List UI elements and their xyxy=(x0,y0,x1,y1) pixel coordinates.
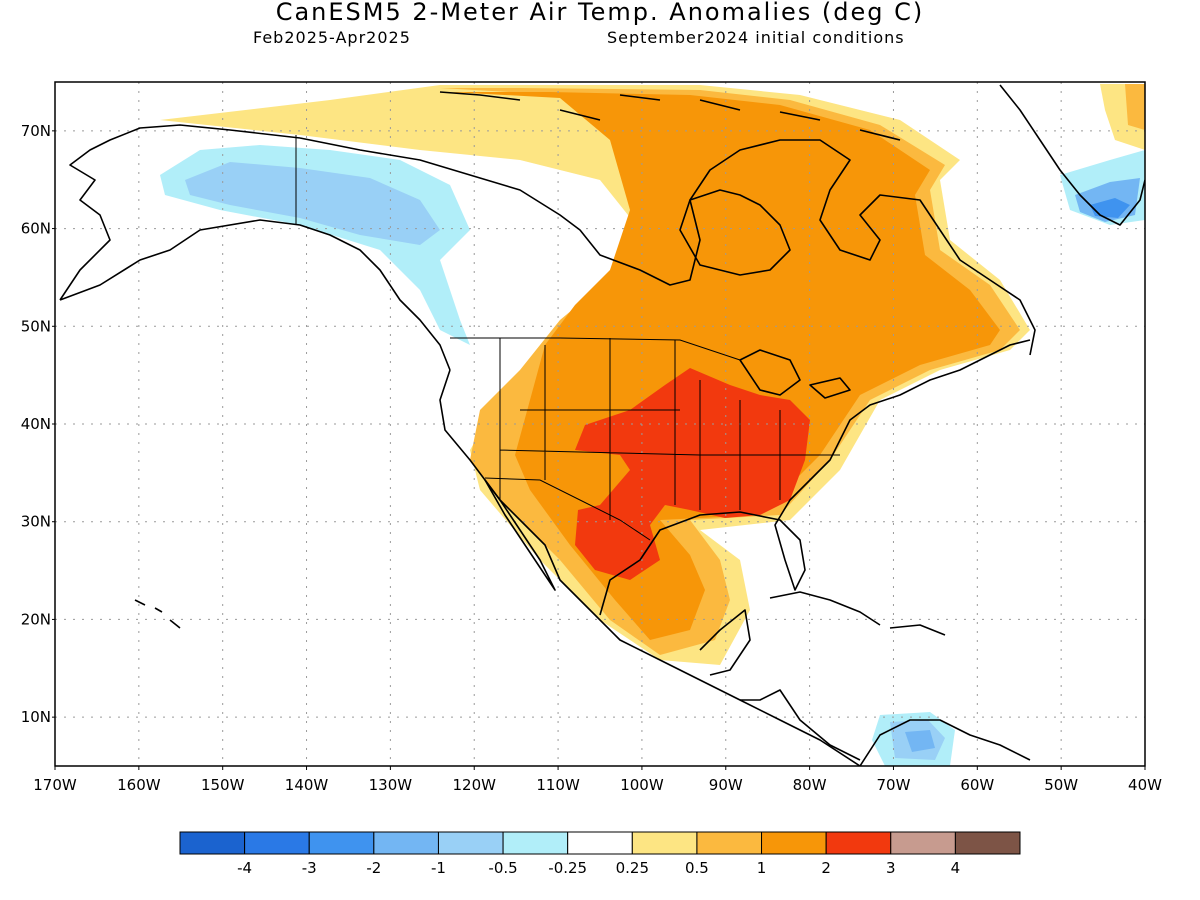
yucatan xyxy=(699,609,751,676)
colorbar-label: 3 xyxy=(886,859,896,877)
latitude-label: 20N xyxy=(21,610,51,628)
latitude-label: 40N xyxy=(21,415,51,433)
colorbar-swatch xyxy=(567,831,633,855)
colorbar-swatch xyxy=(373,831,439,855)
colorbar-swatch xyxy=(308,831,375,855)
anomaly-fields xyxy=(160,84,1145,766)
us-mexico-border xyxy=(484,477,651,541)
anomaly-region-gt-2 xyxy=(575,368,810,580)
gulf-coast xyxy=(599,339,1031,616)
alaska-coast xyxy=(59,124,451,371)
political-boundaries xyxy=(295,135,840,541)
longitude-label: 100W xyxy=(620,776,664,794)
us-state-lines xyxy=(499,338,840,520)
colorbar-label: 2 xyxy=(821,859,831,877)
longitude-label: 60W xyxy=(960,776,994,794)
baja xyxy=(484,479,556,591)
anomaly-region-greenland-coldest xyxy=(1090,198,1130,218)
initial-conditions-label: September2024 initial conditions xyxy=(607,28,905,47)
colorbar-swatch xyxy=(696,831,763,855)
forecast-period: Feb2025-Apr2025 xyxy=(253,28,411,47)
colorbar-swatch xyxy=(437,831,504,855)
colorbar-label: 4 xyxy=(951,859,961,877)
graticule xyxy=(55,82,1145,766)
latitude-labels: 70N 60N 50N 40N 30N 20N 10N xyxy=(21,122,55,726)
colorbar-swatch xyxy=(825,831,892,855)
anomaly-region-greenland-warmer xyxy=(1125,84,1145,130)
longitude-label: 150W xyxy=(201,776,245,794)
colorbar-label: 1 xyxy=(757,859,767,877)
colorbar-swatch xyxy=(954,831,1021,855)
latitude-label: 10N xyxy=(21,708,51,726)
latitude-label: 30N xyxy=(21,513,51,531)
longitude-label: 80W xyxy=(793,776,827,794)
colorbar-swatch xyxy=(502,831,569,855)
hispaniola xyxy=(889,624,946,636)
longitude-label: 170W xyxy=(33,776,77,794)
latitude-label: 50N xyxy=(21,317,51,335)
great-lakes xyxy=(739,349,851,399)
anomaly-region-lt-minus0p5 xyxy=(185,162,440,245)
anomaly-region-gt-1 xyxy=(450,92,1000,640)
longitude-label: 130W xyxy=(369,776,413,794)
cuba xyxy=(769,591,881,626)
longitude-label: 140W xyxy=(285,776,329,794)
arctic-islands xyxy=(439,91,901,141)
colorbar-swatch xyxy=(631,831,698,855)
colorbar-swatch xyxy=(890,831,956,855)
colorbar-label: 0.25 xyxy=(616,859,649,877)
us-canada-border xyxy=(450,337,741,361)
colorbar-label: -4 xyxy=(237,859,252,877)
longitude-label: 160W xyxy=(117,776,161,794)
colorbar-label: -2 xyxy=(366,859,381,877)
colorbar-label: -3 xyxy=(302,859,317,877)
colorbar-label: -0.25 xyxy=(548,859,587,877)
colorbar-label: -0.5 xyxy=(488,859,517,877)
hudson-bay xyxy=(679,189,791,276)
central-america xyxy=(740,689,861,761)
longitude-label: 50W xyxy=(1044,776,1078,794)
latitude-label: 60N xyxy=(21,220,51,238)
arctic-coast xyxy=(299,137,1036,356)
longitude-labels: 170W 160W 150W 140W 130W 120W 110W 100W 90W 80W 70… xyxy=(33,766,1162,794)
colorbar-label: 0.5 xyxy=(685,859,709,877)
longitude-label: 90W xyxy=(709,776,743,794)
hawaii xyxy=(134,599,181,629)
south-america-coast xyxy=(859,719,1031,766)
colorbar-swatch xyxy=(179,831,246,855)
greenland-coast xyxy=(999,84,1145,226)
longitude-label: 120W xyxy=(452,776,496,794)
coastlines xyxy=(59,84,1145,766)
latitude-label: 70N xyxy=(21,122,51,140)
map-title: CanESM5 2-Meter Air Temp. Anomalies (deg… xyxy=(275,0,925,26)
colorbar-swatch xyxy=(244,831,310,855)
colorbar-swatch xyxy=(761,831,827,855)
colorbar: -4 -3 -2 -1 -0.5 -0.25 0.25 0.5 1 2 3 4 xyxy=(179,831,1021,877)
colorbar-label: -1 xyxy=(431,859,446,877)
longitude-label: 110W xyxy=(536,776,580,794)
west-coast xyxy=(439,369,861,766)
longitude-label: 70W xyxy=(877,776,911,794)
longitude-label: 40W xyxy=(1128,776,1162,794)
anomaly-region-caribbean-coldest xyxy=(905,730,935,752)
